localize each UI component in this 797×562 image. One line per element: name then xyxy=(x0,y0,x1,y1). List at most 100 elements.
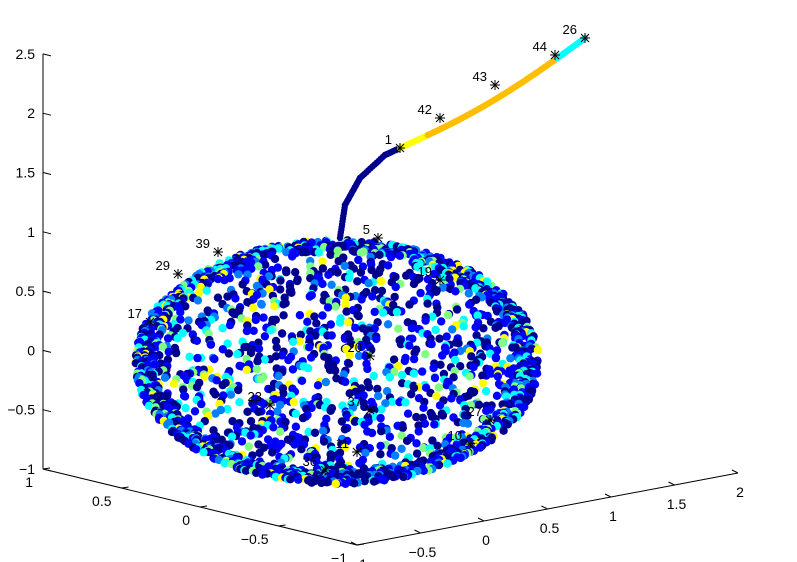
data-point xyxy=(210,354,219,364)
data-point xyxy=(363,364,372,374)
data-point xyxy=(416,288,425,298)
data-point xyxy=(344,273,354,282)
data-point xyxy=(344,318,353,327)
annotation-text: 26 xyxy=(563,22,577,37)
data-point xyxy=(478,371,487,380)
data-point xyxy=(233,349,242,359)
data-point xyxy=(381,399,390,408)
data-point xyxy=(225,321,235,330)
data-point xyxy=(341,293,350,302)
z-tick xyxy=(42,112,52,116)
data-point xyxy=(360,402,369,412)
data-point xyxy=(471,323,480,332)
data-point xyxy=(226,390,236,399)
data-point xyxy=(402,436,412,445)
annotation-label: 23 xyxy=(248,389,275,410)
data-point xyxy=(386,252,396,262)
data-point xyxy=(193,353,202,363)
data-point xyxy=(249,326,258,335)
data-point xyxy=(389,355,399,364)
data-point xyxy=(410,348,419,358)
data-point xyxy=(463,419,473,428)
star-marker xyxy=(365,351,375,361)
data-point xyxy=(314,248,324,257)
data-point xyxy=(377,427,386,436)
x-tick-label: 1 xyxy=(609,508,617,524)
annotation-text: 11 xyxy=(336,436,350,451)
data-point xyxy=(342,307,351,316)
data-point xyxy=(158,342,167,351)
data-point xyxy=(271,336,281,346)
data-point xyxy=(400,356,409,366)
star-marker xyxy=(490,80,500,90)
data-point xyxy=(297,376,307,385)
data-point xyxy=(357,295,366,304)
data-point xyxy=(270,254,280,264)
data-point xyxy=(234,270,243,279)
data-point xyxy=(418,367,427,376)
data-point xyxy=(303,317,312,326)
data-point xyxy=(169,379,179,388)
annotation-label: 10 xyxy=(448,428,475,449)
data-point xyxy=(282,248,291,257)
x-tick-label: 1.5 xyxy=(667,496,687,512)
data-point xyxy=(227,432,237,441)
data-point xyxy=(260,332,270,341)
y-tick-label: 0.5 xyxy=(92,493,112,509)
star-marker xyxy=(550,50,560,60)
z-tick-label: 2.5 xyxy=(16,46,36,62)
data-point xyxy=(398,370,407,380)
data-point xyxy=(405,300,414,309)
data-point xyxy=(333,268,342,277)
data-point xyxy=(185,352,194,361)
data-point xyxy=(428,312,437,321)
x-tick xyxy=(668,481,675,486)
data-point xyxy=(223,404,232,414)
data-point xyxy=(450,366,459,376)
x-tick xyxy=(477,517,485,522)
data-point xyxy=(310,312,319,321)
annotation-label: 43 xyxy=(473,69,500,90)
data-point xyxy=(218,324,227,333)
data-point xyxy=(374,391,383,401)
annotation-text: 42 xyxy=(418,102,432,117)
data-point xyxy=(324,270,333,279)
annotation-text: 20 xyxy=(348,340,362,355)
data-point xyxy=(482,406,491,415)
data-point xyxy=(276,285,285,294)
data-point xyxy=(435,334,444,343)
data-point xyxy=(277,329,287,338)
data-point xyxy=(176,308,185,317)
x-tick xyxy=(731,469,739,474)
data-point xyxy=(438,411,448,420)
data-point xyxy=(248,303,258,312)
data-point xyxy=(144,401,154,410)
data-point xyxy=(369,477,379,486)
data-point xyxy=(242,365,251,375)
data-point xyxy=(409,279,419,289)
data-point xyxy=(469,363,478,372)
data-point xyxy=(463,411,472,420)
data-point xyxy=(492,391,502,400)
data-point xyxy=(350,479,359,488)
data-point xyxy=(254,262,263,271)
data-point xyxy=(368,292,377,301)
data-point xyxy=(286,475,295,484)
data-point xyxy=(421,350,430,359)
data-point xyxy=(290,440,299,449)
data-point xyxy=(491,353,501,363)
annotation-label: 17 xyxy=(128,306,155,327)
data-point xyxy=(361,448,370,458)
data-point xyxy=(269,423,278,432)
data-point xyxy=(498,338,507,348)
annotation-label: 26 xyxy=(563,22,590,43)
data-point xyxy=(220,276,229,285)
data-point xyxy=(291,422,301,431)
data-point xyxy=(192,445,201,454)
data-point xyxy=(305,343,314,352)
star-marker xyxy=(173,269,183,279)
annotation-label: 37 xyxy=(348,394,375,415)
data-point xyxy=(218,380,227,390)
data-point xyxy=(259,399,268,409)
